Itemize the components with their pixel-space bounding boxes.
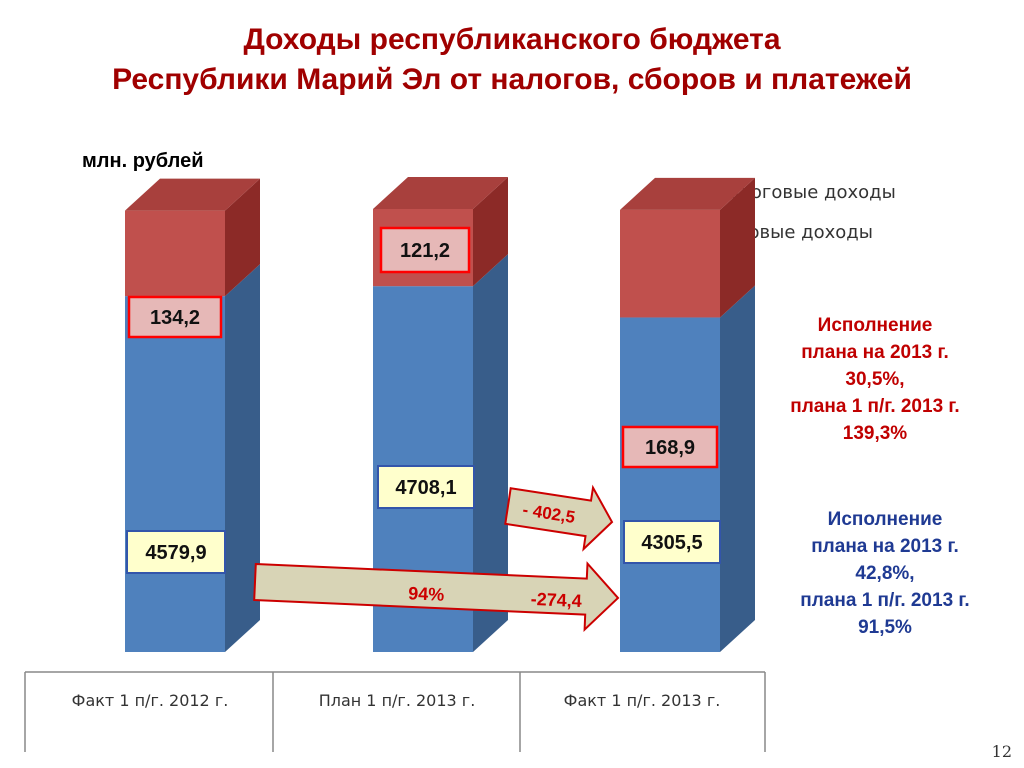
bar-tax-side [473,254,508,652]
note-nontax-line-5: 139,3% [842,423,908,444]
nontax-value-label: 134,2 [150,307,200,329]
arrow-lower-pct: 94% [408,583,445,605]
nontax-value-label: 121,2 [400,240,450,262]
arrow-lower-diff: -274,4 [530,589,582,611]
nontax-value-box [379,226,471,274]
bar-nontax [125,210,225,297]
x-tick-label: Факт 1 п/г. 2012 г. [72,691,229,710]
arrow-upper-shape [504,484,614,552]
note-nontax-execution: Исполнение плана на 2013 г. 30,5%, плана… [760,312,990,447]
title-line-1: Доходы республиканского бюджета [243,23,781,56]
tax-value-label: 4579,9 [145,542,206,564]
unit-label: млн. рублей [82,150,204,172]
bar-nontax-side [473,176,508,287]
x-tick-label: Факт 1 п/г. 2013 г. [564,691,721,710]
bar-group-3 [620,177,755,652]
slide-title: Доходы республиканского бюджета Республи… [0,20,1024,100]
bar-nontax [620,209,720,318]
note-tax-line-2: плана на 2013 г. [811,536,959,557]
note-nontax-line-3: 30,5%, [845,369,905,390]
arrow-year-over-year: 94% -274,4 [253,561,620,633]
title-line-2: Республики Марий Эл от налогов, сборов и… [112,63,912,96]
bar-top [373,176,508,209]
tax-value-box [126,530,226,574]
bar-tax-side [225,264,260,652]
tax-value-box [623,520,721,564]
note-tax-line-4: плана 1 п/г. 2013 г. [800,590,970,611]
bar-tax-side [720,285,755,652]
bar-tax [125,296,225,652]
x-tick-label: План 1 п/г. 2013 г. [319,691,476,710]
page-number: 12 [991,742,1012,761]
note-nontax-line-1: Исполнение [817,315,933,336]
nontax-value-label: 168,9 [645,437,695,459]
arrows-layer: - 402,5 94% -274,4 [253,484,620,633]
nontax-value-box [127,295,223,339]
nontax-value-box [621,425,719,469]
labels-layer: 4579,9 134,2 4708,1 121,2 4305,5 168,9 [126,226,721,574]
arrow-plan-vs-fact: - 402,5 [504,484,614,552]
arrow-lower-shape [253,561,620,633]
tax-value-label: 4305,5 [641,532,702,554]
tax-value-label: 4708,1 [395,477,456,499]
bar-group-1 [125,178,260,652]
note-tax-execution: Исполнение плана на 2013 г. 42,8%, плана… [765,506,1005,641]
note-nontax-line-2: плана на 2013 г. [801,342,949,363]
tax-value-box [377,465,475,509]
note-tax-line-1: Исполнение [827,509,943,530]
note-tax-line-3: 42,8%, [855,563,915,584]
bar-nontax-side [225,178,260,297]
axis-layer: Факт 1 п/г. 2012 г. План 1 п/г. 2013 г. Фа… [24,671,766,752]
bar-nontax-side [720,177,755,318]
bar-top [620,177,755,210]
note-nontax-line-4: плана 1 п/г. 2013 г. [790,396,960,417]
bar-tax [620,317,720,652]
note-tax-line-5: 91,5% [858,617,912,638]
bar-top [125,178,260,211]
